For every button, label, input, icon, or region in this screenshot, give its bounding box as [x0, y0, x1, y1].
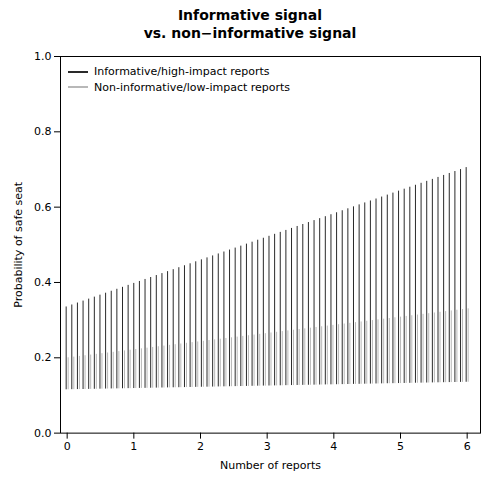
svg-text:3: 3 — [264, 440, 271, 453]
html-text:Informative signal: Informative signal — [177, 7, 323, 23]
svg-text:1: 1 — [130, 440, 137, 453]
svg-text:4: 4 — [330, 440, 337, 453]
svg-text:Probability of safe seat: Probability of safe seat — [12, 182, 25, 309]
svg-text:0.2: 0.2 — [34, 352, 52, 365]
svg-text:0.4: 0.4 — [34, 276, 52, 289]
svg-text:6: 6 — [464, 440, 471, 453]
svg-text:1.0: 1.0 — [34, 50, 52, 63]
svg-text:Number of reports: Number of reports — [220, 460, 321, 473]
svg-text:0.8: 0.8 — [34, 126, 52, 139]
svg-text:2: 2 — [197, 440, 204, 453]
svg-text:0: 0 — [64, 440, 71, 453]
html-text:Informative/high-impact report: Informative/high-impact reports — [94, 65, 270, 79]
svg-text:5: 5 — [397, 440, 404, 453]
html-text:vs. non−informative signal: vs. non−informative signal — [143, 25, 357, 42]
html-text:Non-informative/low-impact rep: Non-informative/low-impact reports — [94, 80, 291, 94]
svg-text:0.0: 0.0 — [34, 427, 52, 440]
svg-text:0.6: 0.6 — [34, 201, 52, 214]
